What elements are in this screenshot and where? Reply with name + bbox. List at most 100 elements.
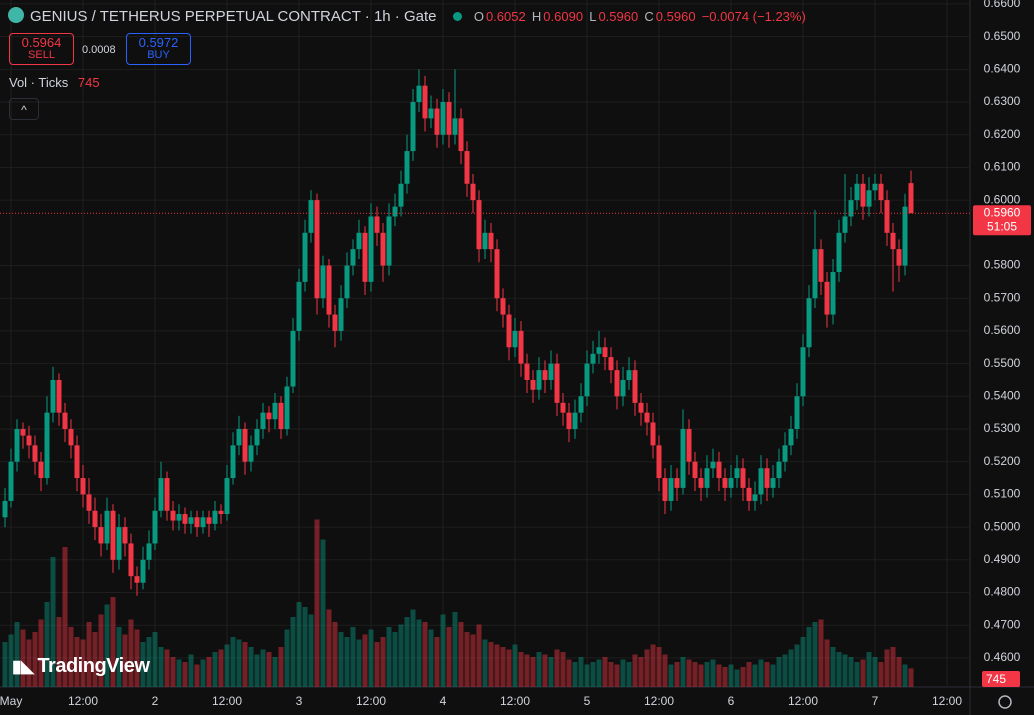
candle-body: [476, 200, 482, 250]
volume-bar: [470, 634, 476, 687]
candle-body: [200, 517, 206, 528]
collapse-button[interactable]: ^: [9, 98, 39, 120]
candle-body: [110, 510, 116, 560]
candle-body: [836, 232, 842, 273]
candle-body: [824, 281, 830, 315]
y-tick-label: 0.5800: [984, 258, 1021, 272]
volume-bar: [80, 639, 86, 687]
volume-bar: [770, 664, 776, 687]
candle-body: [818, 249, 824, 282]
volume-bar: [686, 659, 692, 687]
candle-body: [2, 500, 8, 518]
volume-bar: [608, 662, 614, 687]
volume-bar: [464, 632, 470, 687]
volume-bar: [212, 652, 218, 687]
volume-bar: [338, 632, 344, 687]
volume-bar: [740, 667, 746, 687]
price-scale: [970, 0, 1034, 715]
volume-bar: [890, 647, 896, 687]
candle-body: [332, 314, 338, 331]
volume-bar: [248, 647, 254, 687]
volume-bar: [164, 649, 170, 687]
volume-bar: [554, 649, 560, 687]
volume-bar: [548, 657, 554, 687]
y-tick-label: 0.4900: [984, 552, 1021, 566]
volume-bar: [14, 622, 20, 687]
candle-body: [596, 347, 602, 354]
last-price-tag: [973, 205, 1031, 236]
volume-bar: [104, 604, 110, 687]
candle-body: [728, 478, 734, 488]
candle-body: [890, 232, 896, 250]
volume-bar: [302, 607, 308, 687]
candle-body: [260, 412, 266, 430]
candle-body: [416, 85, 422, 103]
volume-bar: [458, 622, 464, 687]
candle-body: [230, 445, 236, 479]
last-price-label: 0.5960: [984, 205, 1021, 219]
candle-body: [92, 510, 98, 528]
h-label: H: [531, 9, 542, 24]
volume-bar: [530, 657, 536, 687]
volume-bar: [668, 664, 674, 687]
volume-bar: [830, 647, 836, 687]
x-tick-label: 7: [872, 694, 879, 708]
candle-body: [266, 412, 272, 420]
candle-body: [632, 370, 638, 403]
candle-body: [308, 200, 314, 233]
candle-body: [236, 429, 242, 446]
c-value: 0.5960: [655, 9, 696, 24]
volume-bar: [878, 662, 884, 687]
volume-bar: [98, 614, 104, 687]
volume-bar: [422, 622, 428, 687]
candle-body: [68, 429, 74, 446]
volume-bar: [176, 659, 182, 687]
volume-bar: [368, 629, 374, 687]
candle-body: [740, 468, 746, 488]
candle-body: [128, 543, 134, 577]
volume-bar: [8, 634, 14, 687]
candle-body: [638, 402, 644, 413]
x-tick-label: 3: [296, 694, 303, 708]
y-tick-label: 0.4700: [984, 617, 1021, 631]
candle-body: [512, 330, 518, 348]
candle-body: [806, 298, 812, 348]
volume-bar: [674, 662, 680, 687]
x-tick-label: 12:00: [356, 694, 386, 708]
volume-bar: [602, 657, 608, 687]
candle-body: [14, 429, 20, 462]
volume-pane: [2, 519, 914, 687]
settings-icon[interactable]: [998, 695, 1012, 709]
candle-body: [26, 435, 32, 446]
sell-label: SELL: [28, 49, 55, 61]
sell-button[interactable]: 0.5964 SELL: [9, 33, 74, 65]
candle-body: [488, 232, 494, 250]
candle-body: [50, 379, 56, 413]
y-tick-label: 0.5400: [984, 388, 1021, 402]
x-tick-label: 4: [440, 694, 447, 708]
volume-bar: [116, 627, 122, 687]
volume-bar: [434, 637, 440, 687]
volume-bar: [200, 659, 206, 687]
candle-body: [764, 468, 770, 488]
candle-body: [848, 200, 854, 217]
volume-bar: [128, 619, 134, 687]
candle-body: [422, 85, 428, 119]
candle-body: [458, 118, 464, 152]
candle-body: [164, 478, 170, 511]
buy-button[interactable]: 0.5972 BUY: [126, 33, 191, 65]
l-label: L: [589, 9, 597, 24]
candle-body: [278, 402, 284, 430]
candle-body: [542, 370, 548, 380]
symbol-title[interactable]: GENIUS / TETHERUS PERPETUAL CONTRACT · 1…: [30, 8, 437, 25]
volume-bar: [32, 632, 38, 687]
candle-body: [284, 386, 290, 430]
x-tick-label: 12:00: [68, 694, 98, 708]
candle-body: [776, 461, 782, 479]
y-tick-label: 0.6200: [984, 127, 1021, 141]
candle-body: [350, 249, 356, 266]
candle-body: [482, 232, 488, 250]
candle-body: [686, 429, 692, 462]
y-tick-label: 0.5300: [984, 421, 1021, 435]
